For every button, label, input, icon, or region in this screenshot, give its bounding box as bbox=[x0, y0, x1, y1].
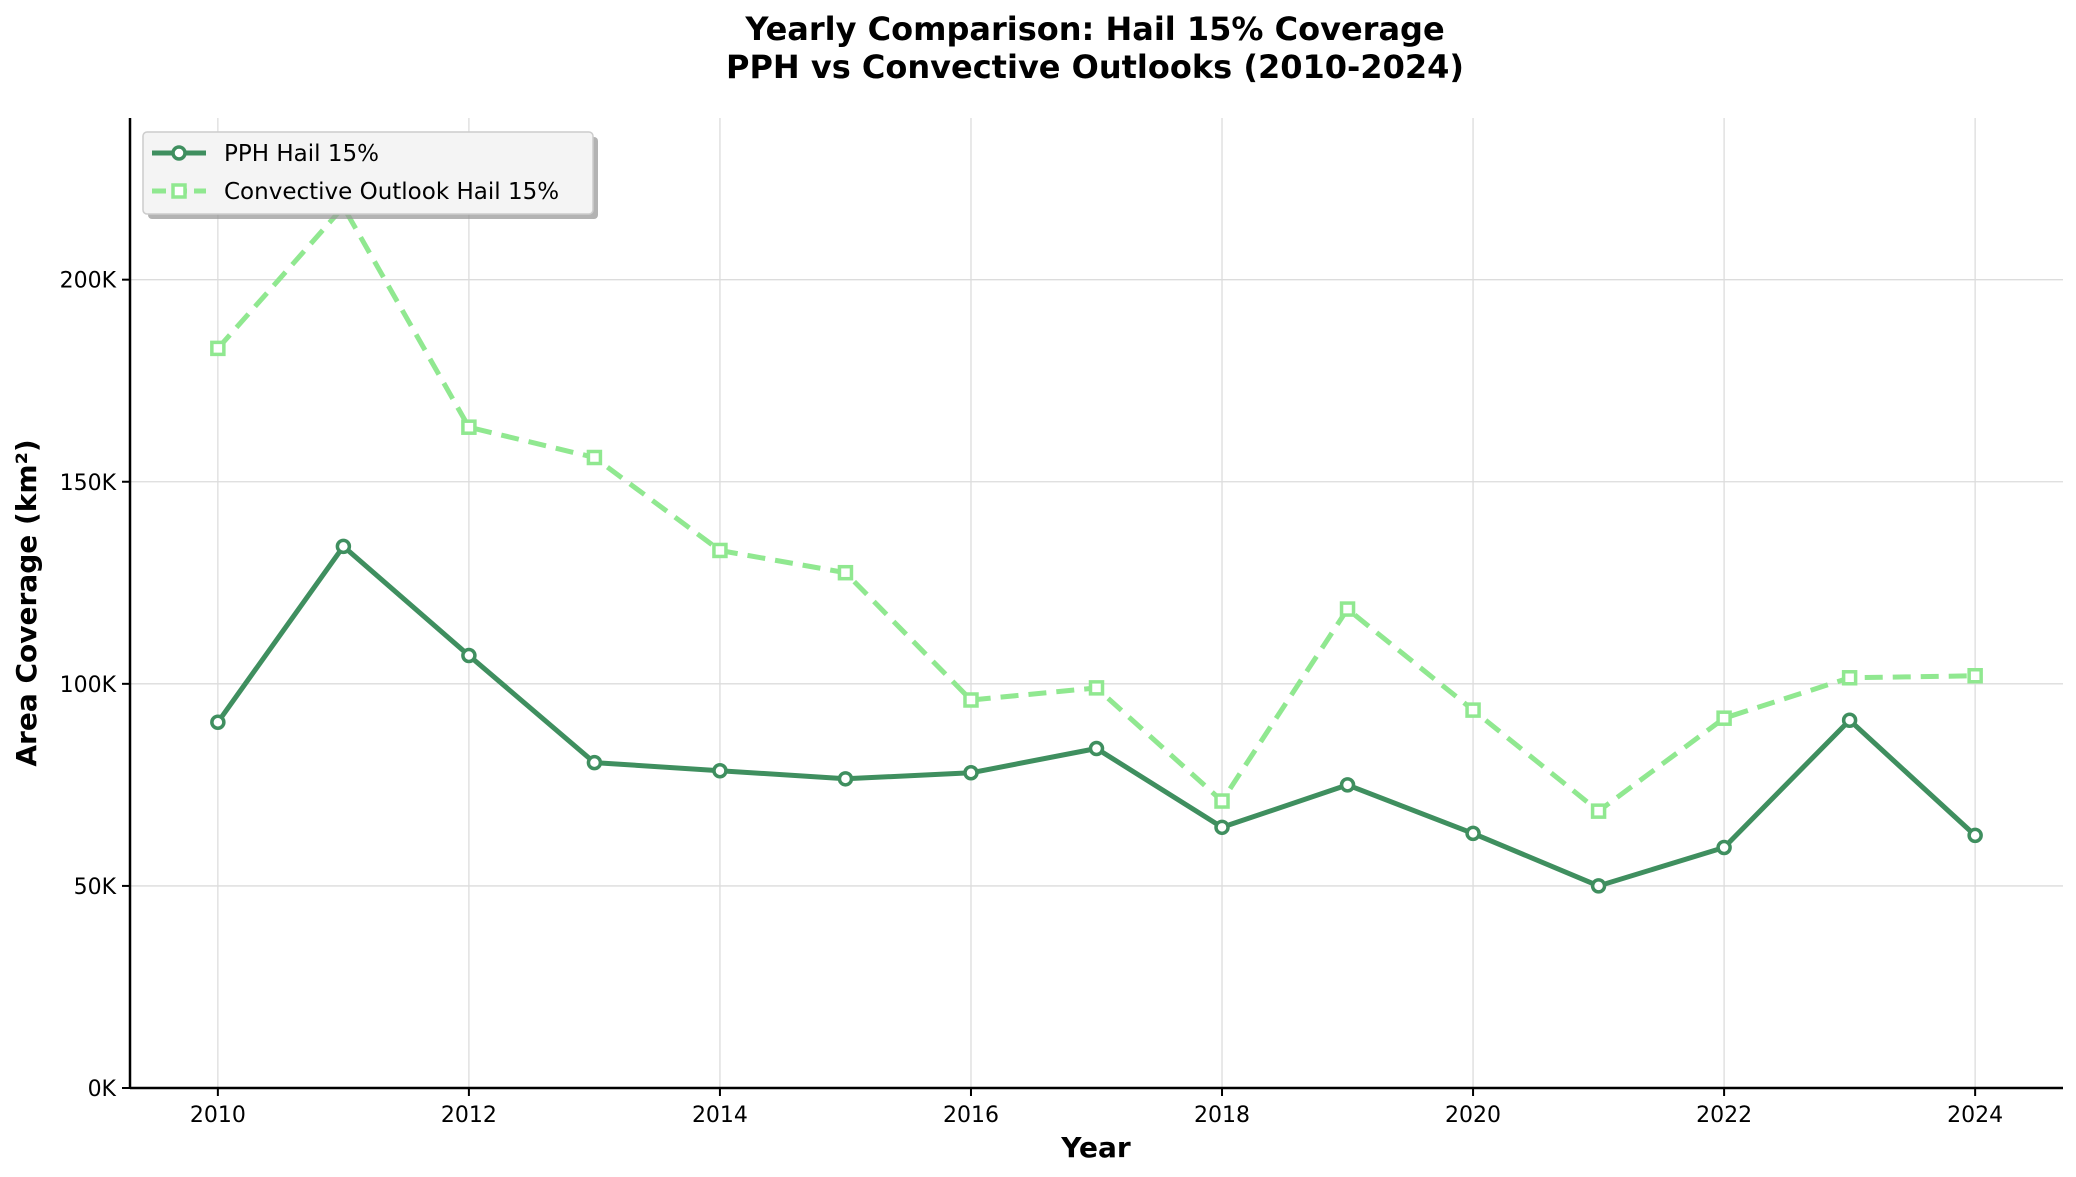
x-tick-label: 2022 bbox=[1696, 1103, 1752, 1128]
grid-lines bbox=[130, 118, 2063, 1089]
y-axis-ticks: 0K 50K 100K 150K 200K bbox=[60, 269, 130, 1102]
data-point bbox=[1716, 839, 1732, 856]
x-tick-label: 2014 bbox=[692, 1103, 748, 1128]
legend-marker-1 bbox=[171, 183, 187, 199]
chart-title-line-1: Yearly Comparison: Hail 15% Coverage bbox=[744, 10, 1444, 48]
x-axis-label: Year bbox=[1060, 1131, 1131, 1164]
x-tick-label: 2024 bbox=[1947, 1103, 2003, 1128]
data-point bbox=[837, 771, 854, 787]
x-tick-label: 2012 bbox=[441, 1103, 497, 1128]
data-point bbox=[1465, 825, 1481, 842]
data-point bbox=[1967, 827, 1983, 844]
series-layer bbox=[210, 199, 1983, 894]
x-axis-ticks: 2010 2012 2014 2016 2018 2020 2022 2024 bbox=[190, 1088, 2003, 1128]
data-point bbox=[1967, 668, 1983, 684]
legend: PPH Hail 15% Convective Outlook Hail 15% bbox=[142, 131, 598, 219]
data-point bbox=[1590, 803, 1607, 819]
data-point bbox=[1088, 680, 1105, 696]
series-0 bbox=[210, 538, 1983, 894]
legend-marker-0 bbox=[171, 145, 187, 161]
legend-box bbox=[142, 131, 594, 215]
y-tick-label: 0K bbox=[88, 1077, 117, 1102]
legend-label-1: Convective Outlook Hail 15% bbox=[224, 179, 559, 205]
series-line-0 bbox=[215, 543, 1978, 889]
data-point bbox=[586, 754, 603, 771]
x-tick-label: 2020 bbox=[1445, 1103, 1501, 1128]
data-point bbox=[461, 647, 477, 664]
series-1 bbox=[210, 199, 1983, 819]
x-tick-label: 2018 bbox=[1194, 1103, 1250, 1128]
y-tick-label: 50K bbox=[74, 875, 117, 900]
chart-title-line-2: PPH vs Convective Outlooks (2010-2024) bbox=[726, 48, 1464, 86]
data-point bbox=[963, 765, 979, 781]
data-point bbox=[712, 762, 728, 779]
series-line-1 bbox=[216, 204, 1976, 814]
data-point bbox=[1590, 878, 1607, 894]
data-point bbox=[461, 419, 477, 435]
legend-label-0: PPH Hail 15% bbox=[224, 141, 379, 167]
data-point bbox=[210, 714, 226, 730]
data-point bbox=[837, 564, 854, 581]
data-point bbox=[1214, 819, 1230, 836]
data-point bbox=[1841, 670, 1858, 686]
data-point bbox=[963, 692, 979, 708]
y-tick-label: 150K bbox=[60, 471, 117, 496]
data-point bbox=[1214, 793, 1230, 809]
data-point bbox=[210, 340, 226, 357]
y-tick-label: 100K bbox=[60, 673, 117, 698]
x-tick-label: 2010 bbox=[190, 1103, 246, 1128]
y-axis-label: Area Coverage (km²) bbox=[10, 439, 43, 766]
data-point bbox=[1339, 777, 1356, 793]
data-point bbox=[586, 449, 603, 466]
data-point bbox=[1716, 710, 1732, 726]
data-point bbox=[1339, 601, 1356, 617]
data-point bbox=[712, 542, 728, 559]
y-tick-label: 200K bbox=[60, 269, 117, 294]
data-point bbox=[335, 538, 352, 555]
data-point bbox=[1088, 740, 1105, 757]
data-point bbox=[1841, 712, 1858, 728]
data-point bbox=[1465, 702, 1481, 718]
x-tick-label: 2016 bbox=[943, 1103, 999, 1128]
